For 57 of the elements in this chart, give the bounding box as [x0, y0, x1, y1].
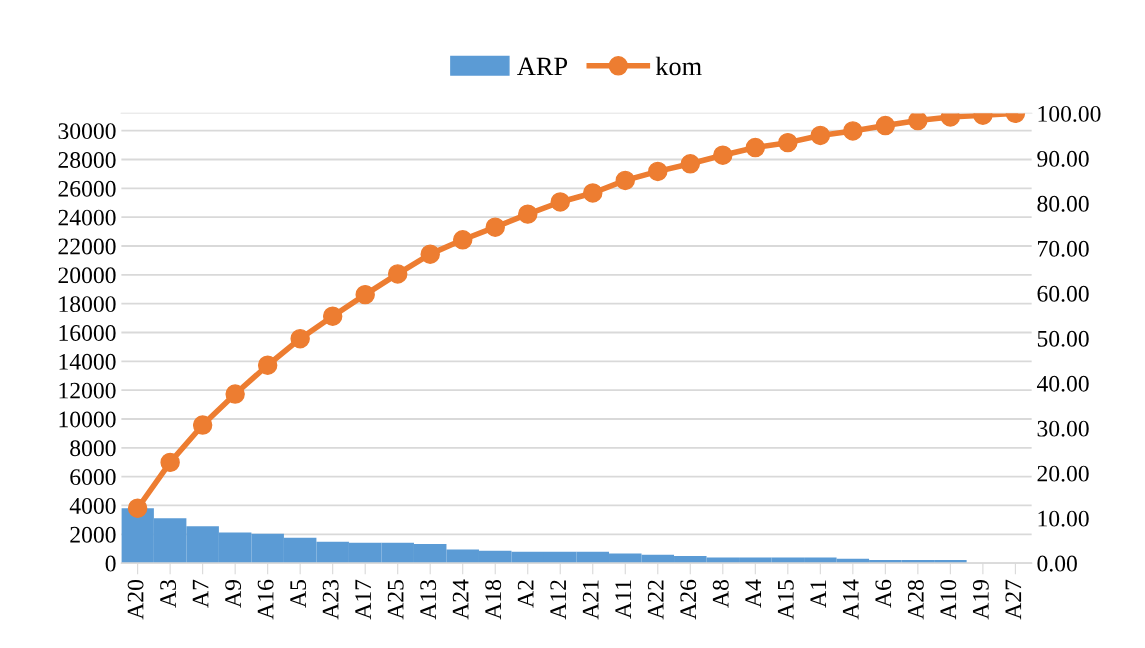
x-tick-label: A3 — [160, 580, 177, 608]
y2-tick-label: 90.00 — [1037, 150, 1089, 167]
x-tick-label: A10 — [940, 579, 957, 620]
y-tick-label: 16000 — [59, 324, 116, 341]
x-tick-label: A23 — [322, 580, 339, 620]
x-tick-label: A21 — [582, 580, 599, 620]
x-tick-label: A15 — [777, 580, 794, 620]
y2-tick-label: 10.00 — [1038, 510, 1089, 527]
y-tick-label: 22000 — [58, 238, 116, 255]
y-tick-label: 0 — [105, 555, 116, 572]
y2-tick-label: 20.00 — [1037, 465, 1089, 482]
y2-tick-label: 0.00 — [1037, 555, 1077, 572]
x-tick-label: A27 — [1005, 579, 1022, 620]
y2-tick-label: 40.00 — [1036, 375, 1089, 392]
y-tick-label: 28000 — [58, 152, 116, 168]
x-tick-label: A8 — [712, 579, 729, 608]
x-tick-label: A18 — [485, 579, 502, 620]
y-tick-label: 12000 — [59, 382, 116, 399]
x-tick-label: A14 — [842, 579, 859, 620]
x-tick-label: A12 — [550, 580, 566, 620]
y-tick-label: 6000 — [70, 469, 116, 486]
x-tick-label: A26 — [680, 579, 697, 620]
x-tick-label: A1 — [810, 580, 827, 608]
y-tick-label: 26000 — [58, 180, 116, 197]
x-tick-label: A11 — [615, 580, 631, 619]
y-tick-label: 14000 — [59, 353, 116, 370]
y2-tick-label: 50.00 — [1037, 330, 1089, 347]
y-tick-label: 30000 — [58, 123, 116, 140]
x-tick-label: A28 — [907, 579, 924, 620]
x-tick-label: A4 — [745, 579, 761, 608]
y-tick-label: 10000 — [59, 411, 116, 428]
x-tick-label: A6 — [875, 579, 892, 608]
y2-tick-label: 70.00 — [1038, 240, 1089, 257]
legend-label: ARP — [517, 57, 568, 76]
y2-tick-label: 80.00 — [1037, 195, 1089, 212]
x-tick-label: A5 — [290, 580, 307, 608]
y2-tick-label: 100.00 — [1038, 105, 1101, 122]
x-tick-label: A19 — [972, 580, 989, 620]
x-tick-label: A13 — [420, 580, 437, 620]
legend-label: kom — [655, 56, 702, 76]
x-tick-label: A9 — [225, 580, 242, 608]
x-tick-label: A16 — [257, 579, 274, 620]
x-tick-label: A25 — [387, 580, 404, 620]
x-tick-label: A24 — [452, 579, 469, 620]
x-tick-label: A7 — [192, 579, 209, 608]
y-tick-label: 4000 — [69, 497, 116, 514]
y-tick-label: 2000 — [70, 526, 116, 543]
y-tick-label: 8000 — [70, 440, 116, 457]
y2-tick-label: 30.00 — [1037, 420, 1089, 437]
y2-tick-label: 60.00 — [1037, 285, 1089, 302]
x-tick-label: A2 — [517, 580, 534, 608]
y-tick-label: 20000 — [58, 267, 116, 284]
x-tick-label: A17 — [355, 579, 371, 620]
x-tick-label: A20 — [127, 579, 144, 620]
y-tick-label: 18000 — [59, 296, 116, 313]
y-tick-label: 24000 — [58, 209, 116, 226]
x-tick-label: A22 — [647, 580, 664, 620]
